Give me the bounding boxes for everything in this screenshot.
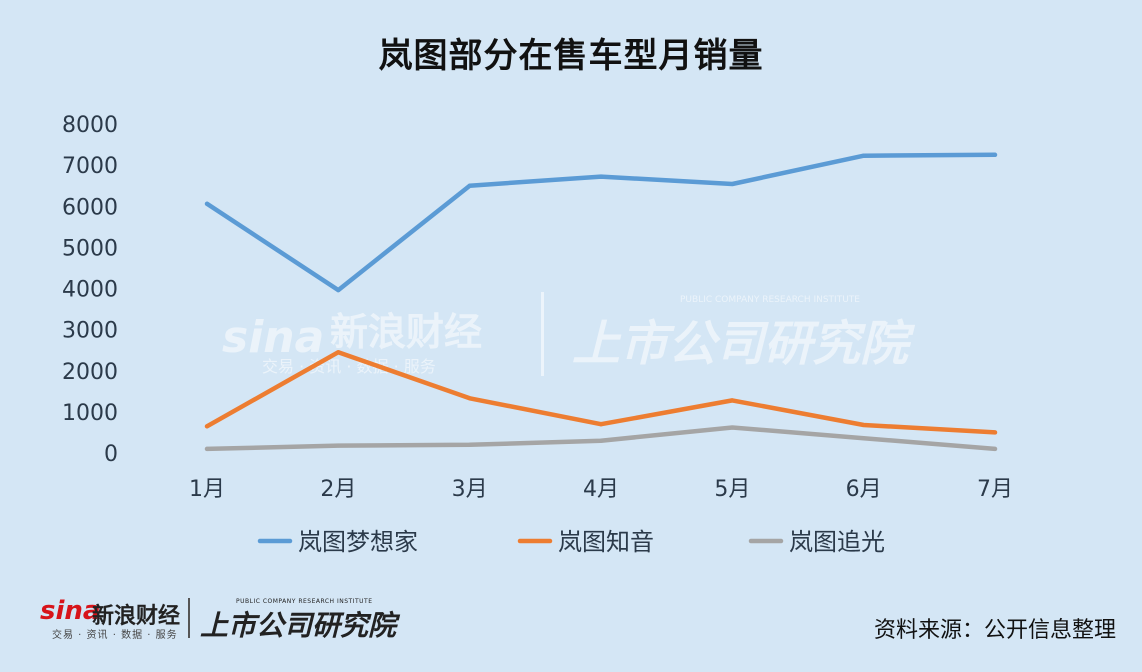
x-tick-label: 5月: [714, 477, 750, 502]
footer-ssgs-logo: 上市公司研究院: [200, 609, 397, 642]
data-point: [205, 424, 209, 429]
data-point: [599, 422, 603, 427]
x-tick-label: 7月: [977, 477, 1013, 502]
data-point: [993, 152, 997, 157]
watermark-ssgs: 上市公司研究院: [572, 316, 916, 372]
watermark-divider: [541, 292, 544, 376]
footer-divider: [188, 598, 190, 638]
x-tick-label: 6月: [846, 477, 882, 502]
legend-label: 岚图梦想家: [298, 528, 418, 556]
y-tick-label: 1000: [62, 401, 118, 426]
footer-sina-sub: 交易 · 资讯 · 数据 · 服务: [52, 630, 178, 641]
source-note: 资料来源：公开信息整理: [873, 618, 1116, 643]
footer-sina-name: 新浪财经: [92, 604, 181, 629]
x-tick-label: 2月: [320, 477, 356, 502]
watermark: sina 新浪财经 交易 · 资讯 · 数据 · 服务 上市公司研究院 PUBL…: [222, 292, 916, 376]
data-point: [599, 174, 603, 179]
data-point: [336, 288, 341, 293]
data-point: [205, 201, 209, 206]
footer-ssgs-en: PUBLIC COMPANY RESEARCH INSTITUTE: [236, 598, 373, 605]
data-point: [861, 423, 866, 428]
legend: 岚图梦想家 岚图知音 岚图追光: [257, 528, 885, 556]
data-point: [599, 438, 603, 443]
data-point: [993, 430, 997, 435]
watermark-sina-cn: 新浪财经: [330, 310, 482, 354]
footer-sina-logo: sina: [40, 596, 101, 626]
watermark-ssgs-en: PUBLIC COMPANY RESEARCH INSTITUTE: [680, 295, 860, 305]
y-tick-label: 5000: [62, 236, 118, 261]
watermark-sina: sina: [222, 312, 324, 363]
y-axis: 0 1000 2000 3000 4000 5000 6000 7000 8000: [62, 113, 118, 467]
data-point: [730, 398, 735, 403]
x-tick-label: 3月: [452, 477, 488, 502]
x-tick-label: 1月: [189, 477, 225, 502]
y-tick-label: 6000: [62, 195, 118, 220]
y-tick-label: 0: [104, 442, 118, 467]
y-tick-label: 8000: [62, 113, 118, 138]
y-tick-label: 7000: [62, 154, 118, 179]
y-tick-label: 4000: [62, 278, 118, 303]
data-point: [730, 182, 735, 187]
y-tick-label: 3000: [62, 319, 118, 344]
series-line-3: [204, 425, 998, 452]
data-point: [861, 153, 866, 158]
x-tick-label: 4月: [583, 477, 619, 502]
data-point: [993, 446, 997, 451]
footer-logo: sina 新浪财经 交易 · 资讯 · 数据 · 服务 PUBLIC COMPA…: [40, 596, 400, 642]
chart-title: 岚图部分在售车型月销量: [378, 36, 764, 76]
x-axis: 1月 2月 3月 4月 5月 6月 7月: [189, 477, 1013, 502]
y-tick-label: 2000: [62, 360, 118, 385]
legend-label: 岚图追光: [789, 528, 885, 556]
series-layer: [204, 152, 998, 452]
data-point: [730, 425, 735, 430]
data-point: [336, 350, 341, 355]
data-point: [336, 443, 341, 448]
legend-label: 岚图知音: [558, 528, 654, 556]
data-point: [467, 396, 472, 401]
data-point: [205, 446, 209, 451]
watermark-sina-sub: 交易 · 资讯 · 数据 · 服务: [262, 357, 436, 376]
data-point: [861, 436, 866, 441]
data-point: [467, 442, 472, 447]
data-point: [467, 183, 472, 188]
